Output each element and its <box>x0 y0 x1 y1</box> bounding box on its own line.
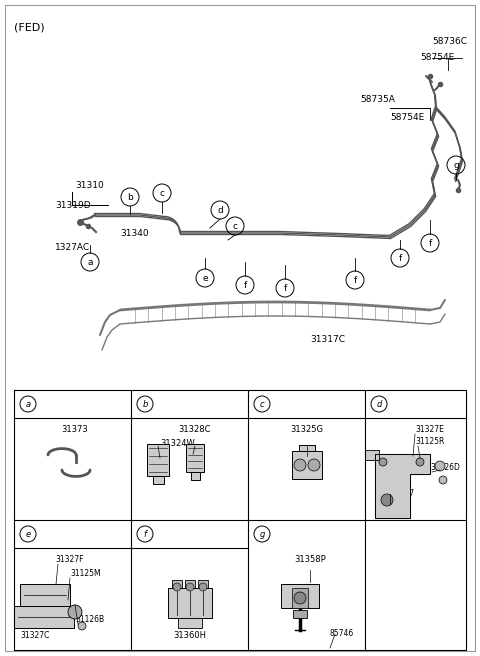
Text: e: e <box>25 530 31 539</box>
Circle shape <box>381 494 393 506</box>
Text: 31360H: 31360H <box>173 632 206 640</box>
Text: d: d <box>217 206 223 215</box>
Text: c: c <box>232 222 238 231</box>
Text: f: f <box>428 239 432 248</box>
Text: 31126D: 31126D <box>430 464 460 472</box>
Text: (FED): (FED) <box>14 22 45 32</box>
Text: 31125R: 31125R <box>415 438 444 447</box>
Text: e: e <box>202 274 208 283</box>
Polygon shape <box>375 454 430 518</box>
Bar <box>281 584 319 608</box>
Text: 31125M: 31125M <box>70 569 101 579</box>
Text: a: a <box>25 400 31 409</box>
Text: f: f <box>353 276 357 285</box>
Bar <box>185 580 195 588</box>
Circle shape <box>416 458 424 466</box>
Text: 31328C: 31328C <box>179 426 211 434</box>
Circle shape <box>78 622 86 630</box>
Text: 58754E: 58754E <box>420 54 454 62</box>
Text: f: f <box>243 281 247 290</box>
Text: 31325G: 31325G <box>290 426 324 434</box>
Bar <box>292 451 322 479</box>
Circle shape <box>186 583 194 591</box>
Text: b: b <box>142 400 148 409</box>
Text: g: g <box>259 530 264 539</box>
Bar <box>292 588 308 608</box>
Circle shape <box>199 583 207 591</box>
Text: 31373: 31373 <box>61 426 88 434</box>
Text: 1327AC: 1327AC <box>55 243 90 253</box>
Text: 58754E: 58754E <box>390 113 424 123</box>
Text: b: b <box>127 193 133 202</box>
Circle shape <box>379 458 387 466</box>
Bar <box>186 444 204 472</box>
Circle shape <box>173 583 181 591</box>
Bar <box>365 450 379 460</box>
Bar <box>153 476 164 484</box>
Circle shape <box>435 461 445 471</box>
Text: 31319D: 31319D <box>55 201 91 209</box>
Bar <box>293 610 307 618</box>
Circle shape <box>68 605 82 619</box>
Text: 31310: 31310 <box>75 181 104 190</box>
Circle shape <box>294 592 306 604</box>
Text: 31327F: 31327F <box>55 556 84 565</box>
Text: 31340: 31340 <box>120 230 149 239</box>
Bar <box>191 472 200 480</box>
Text: 31317C: 31317C <box>310 335 345 344</box>
Text: d: d <box>376 400 382 409</box>
Bar <box>299 445 315 451</box>
Text: 31327C: 31327C <box>20 632 49 640</box>
Text: c: c <box>260 400 264 409</box>
Text: f: f <box>283 284 287 293</box>
Bar <box>147 444 169 476</box>
Text: g: g <box>453 161 459 170</box>
Circle shape <box>294 459 306 471</box>
Text: 31358P: 31358P <box>294 556 326 565</box>
Text: 58735A: 58735A <box>360 96 395 104</box>
Circle shape <box>439 476 447 484</box>
Text: 85746: 85746 <box>330 630 354 638</box>
Bar <box>14 606 74 628</box>
Bar <box>178 618 202 628</box>
Text: 1327AC: 1327AC <box>375 504 405 512</box>
Text: c: c <box>159 189 165 198</box>
Text: f: f <box>144 530 146 539</box>
Bar <box>198 580 208 588</box>
Circle shape <box>308 459 320 471</box>
Text: 58736C: 58736C <box>432 37 467 47</box>
Bar <box>168 588 212 618</box>
Text: 31126B: 31126B <box>75 615 104 625</box>
Text: f: f <box>398 254 402 263</box>
Text: 31327: 31327 <box>390 489 414 499</box>
Bar <box>172 580 182 588</box>
Text: 31327E: 31327E <box>415 426 444 434</box>
Text: a: a <box>87 258 93 267</box>
Bar <box>20 584 70 606</box>
Text: 31324W: 31324W <box>160 440 195 449</box>
